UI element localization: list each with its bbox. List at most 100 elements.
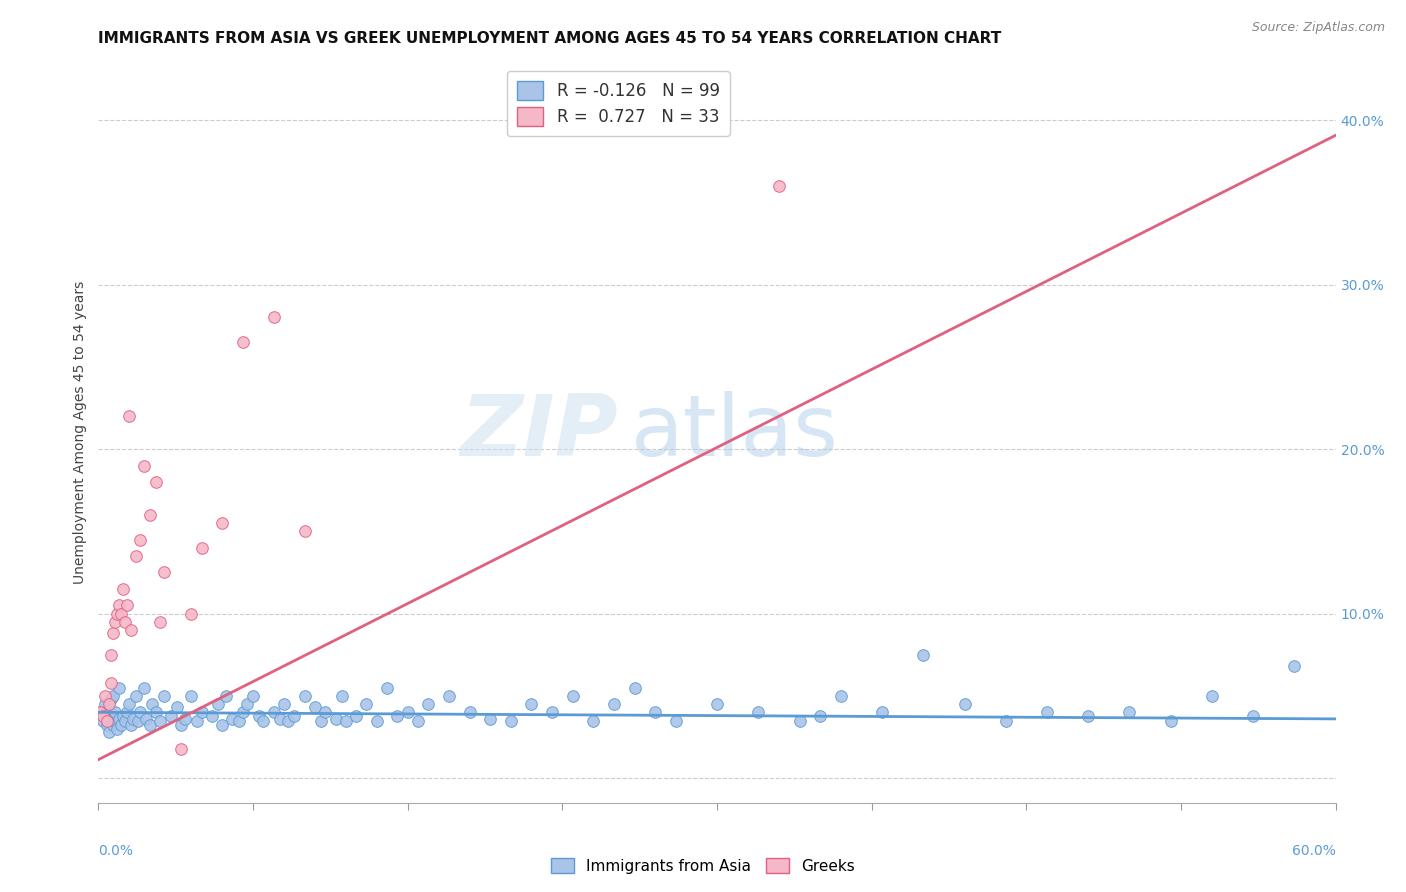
Point xyxy=(330,689,353,703)
Point xyxy=(953,697,976,711)
Point xyxy=(120,718,142,732)
Point xyxy=(277,714,299,728)
Point xyxy=(644,706,666,720)
Point xyxy=(124,689,146,703)
Point xyxy=(97,702,120,716)
Point xyxy=(112,582,135,596)
Point xyxy=(135,712,157,726)
Point xyxy=(294,524,316,539)
Point xyxy=(190,706,212,720)
Point xyxy=(294,689,316,703)
Point xyxy=(96,714,118,728)
Text: IMMIGRANTS FROM ASIA VS GREEK UNEMPLOYMENT AMONG AGES 45 TO 54 YEARS CORRELATION: IMMIGRANTS FROM ASIA VS GREEK UNEMPLOYME… xyxy=(98,31,1001,46)
Point xyxy=(603,697,626,711)
Point xyxy=(114,615,136,629)
Point xyxy=(170,741,193,756)
Point xyxy=(1118,706,1140,720)
Point xyxy=(105,722,128,736)
Point xyxy=(132,458,155,473)
Point xyxy=(118,697,141,711)
Point xyxy=(100,648,122,662)
Point xyxy=(458,706,481,720)
Point xyxy=(541,706,564,720)
Point xyxy=(108,712,131,726)
Point xyxy=(124,549,146,563)
Point xyxy=(830,689,852,703)
Point xyxy=(1241,708,1264,723)
Point xyxy=(139,718,162,732)
Point xyxy=(221,712,243,726)
Point xyxy=(105,607,128,621)
Point xyxy=(104,706,127,720)
Point xyxy=(1036,706,1059,720)
Point xyxy=(335,714,357,728)
Point xyxy=(180,607,202,621)
Point xyxy=(93,689,115,703)
Legend: R = -0.126   N = 99, R =  0.727   N = 33: R = -0.126 N = 99, R = 0.727 N = 33 xyxy=(506,70,730,136)
Point xyxy=(236,697,259,711)
Point xyxy=(122,712,145,726)
Point xyxy=(91,714,114,728)
Point xyxy=(101,626,124,640)
Point xyxy=(100,675,122,690)
Point xyxy=(747,706,769,720)
Point xyxy=(108,681,131,695)
Point xyxy=(139,508,162,522)
Point xyxy=(1201,689,1223,703)
Point xyxy=(396,706,419,720)
Point xyxy=(211,516,233,530)
Point xyxy=(247,708,270,723)
Point xyxy=(174,712,197,726)
Point xyxy=(149,615,172,629)
Point xyxy=(166,700,188,714)
Point xyxy=(418,697,440,711)
Point xyxy=(269,712,291,726)
Point xyxy=(114,714,136,728)
Point xyxy=(994,714,1017,728)
Point xyxy=(870,706,893,720)
Text: ZIP: ZIP xyxy=(460,391,619,475)
Text: atlas: atlas xyxy=(630,391,838,475)
Point xyxy=(190,541,212,555)
Point xyxy=(623,681,645,695)
Point xyxy=(100,712,122,726)
Point xyxy=(186,714,208,728)
Point xyxy=(252,714,274,728)
Point xyxy=(520,697,543,711)
Point xyxy=(309,714,332,728)
Point xyxy=(93,697,115,711)
Point xyxy=(104,714,127,728)
Point xyxy=(263,310,285,325)
Point xyxy=(242,689,264,703)
Point xyxy=(110,718,132,732)
Point xyxy=(232,706,254,720)
Point xyxy=(141,697,163,711)
Point xyxy=(104,615,127,629)
Point xyxy=(207,697,229,711)
Point xyxy=(128,706,150,720)
Point xyxy=(153,566,176,580)
Point xyxy=(91,708,114,723)
Point xyxy=(273,697,295,711)
Point xyxy=(145,706,167,720)
Point xyxy=(665,714,688,728)
Point xyxy=(375,681,398,695)
Point xyxy=(108,599,131,613)
Point xyxy=(100,692,122,706)
Y-axis label: Unemployment Among Ages 45 to 54 years: Unemployment Among Ages 45 to 54 years xyxy=(73,281,87,584)
Point xyxy=(96,708,118,723)
Point xyxy=(366,714,388,728)
Point xyxy=(356,697,378,711)
Point xyxy=(159,708,181,723)
Point xyxy=(344,708,367,723)
Point xyxy=(211,718,233,732)
Point xyxy=(283,708,305,723)
Point xyxy=(768,178,790,193)
Point xyxy=(96,718,118,732)
Point xyxy=(665,104,688,119)
Point xyxy=(127,714,149,728)
Point xyxy=(97,697,120,711)
Point xyxy=(97,725,120,739)
Point xyxy=(101,718,124,732)
Point xyxy=(912,648,935,662)
